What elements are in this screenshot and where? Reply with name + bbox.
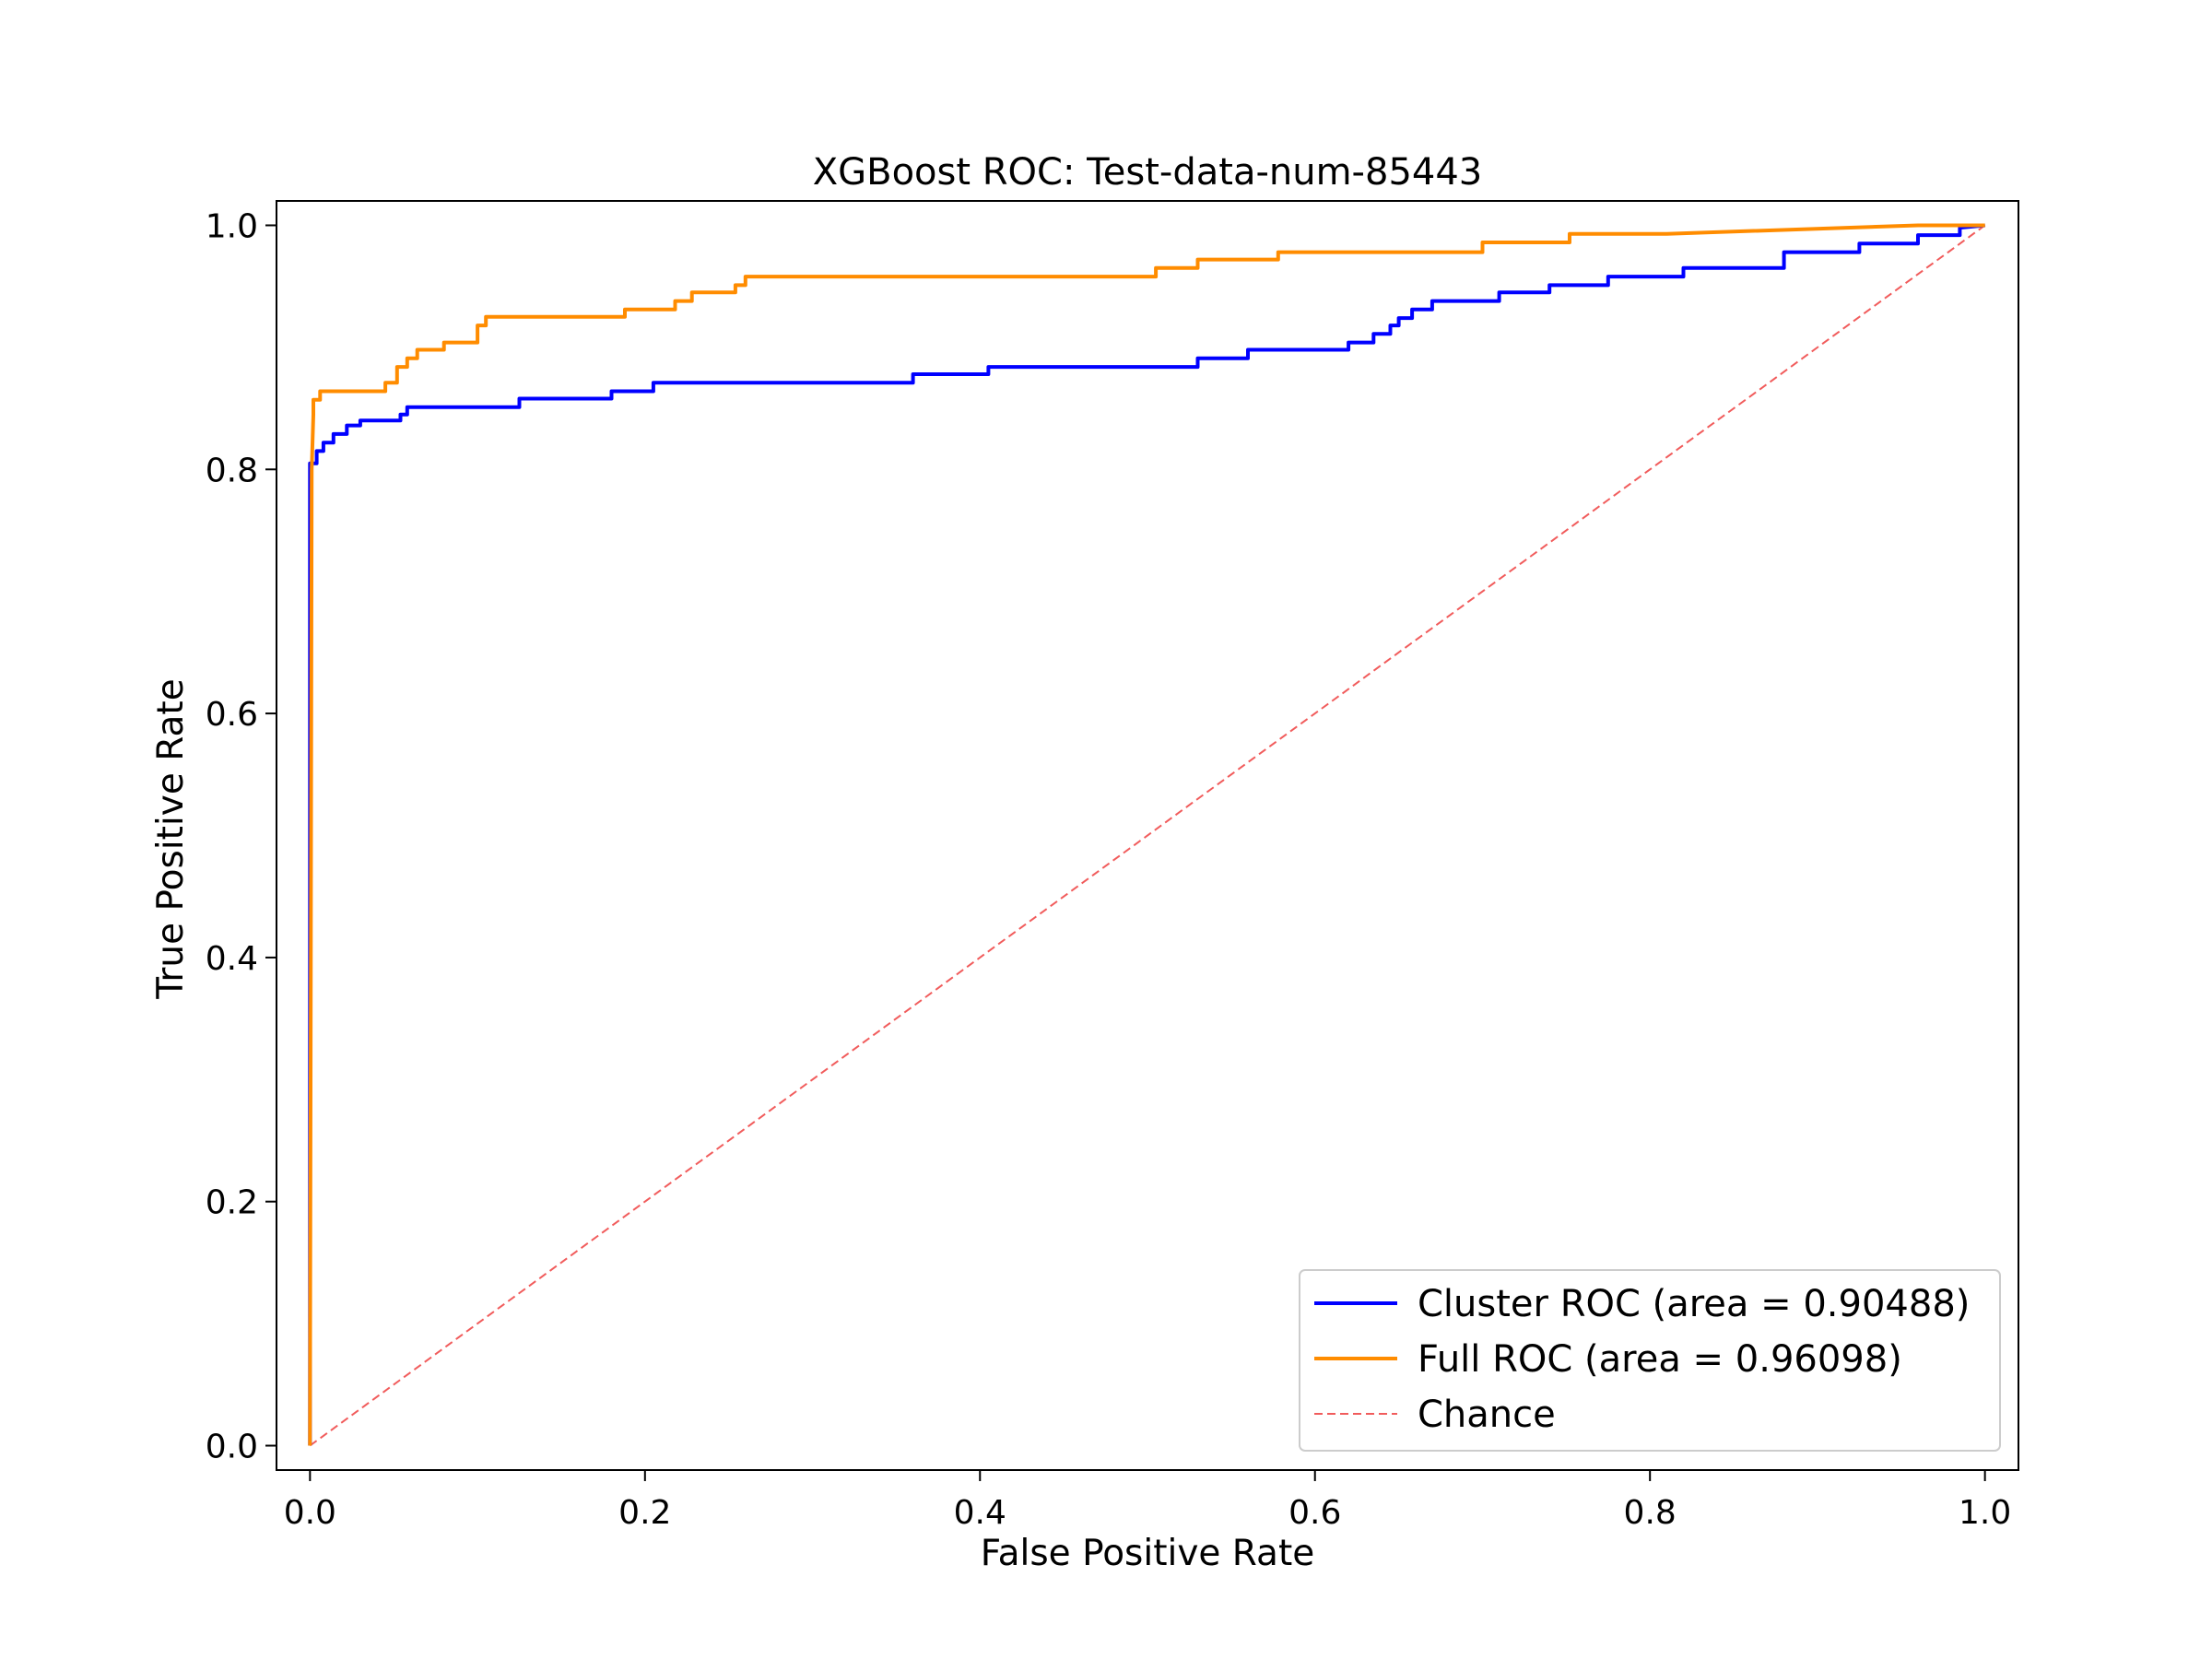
y-axis: 0.0 0.2 0.4 0.6 0.8 1.0 <box>206 207 276 1466</box>
legend-entry: Chance <box>1418 1394 1556 1436</box>
legend-box <box>1299 1269 2001 1452</box>
x-axis-label: False Positive Rate <box>981 1533 1314 1574</box>
cluster-roc-line <box>308 223 1985 1446</box>
y-tick-label: 0.4 <box>206 940 258 978</box>
y-tick-label: 0.6 <box>206 696 258 734</box>
legend-entry: Full ROC (area = 0.96098) <box>1418 1338 1902 1381</box>
x-tick-label: 1.0 <box>1959 1494 2011 1532</box>
x-tick-label: 0.4 <box>954 1494 1006 1532</box>
x-tick-label: 0.0 <box>284 1494 336 1532</box>
y-tick-label: 0.0 <box>206 1429 258 1466</box>
series-layer <box>308 223 1986 1447</box>
y-tick-label: 0.2 <box>206 1184 258 1222</box>
x-tick-label: 0.8 <box>1624 1494 1677 1532</box>
y-tick-label: 0.8 <box>206 452 258 489</box>
chart-title: XGBoost ROC: Test-data-num-85443 <box>813 151 1483 194</box>
x-tick-label: 0.2 <box>618 1494 671 1532</box>
chance-line <box>309 224 1986 1447</box>
full-roc-line <box>308 223 1985 1446</box>
y-tick-label: 1.0 <box>206 207 258 245</box>
x-axis: 0.0 0.2 0.4 0.6 0.8 1.0 <box>284 1470 2011 1532</box>
plot-area <box>276 200 2019 1471</box>
x-tick-label: 0.6 <box>1288 1494 1341 1532</box>
legend: Cluster ROC (area = 0.90488) Full ROC (ar… <box>1299 1269 2001 1452</box>
axes-frame <box>276 200 2019 1471</box>
y-axis-label: True Positive Rate <box>150 678 192 999</box>
legend-entry: Cluster ROC (area = 0.90488) <box>1418 1283 1970 1325</box>
